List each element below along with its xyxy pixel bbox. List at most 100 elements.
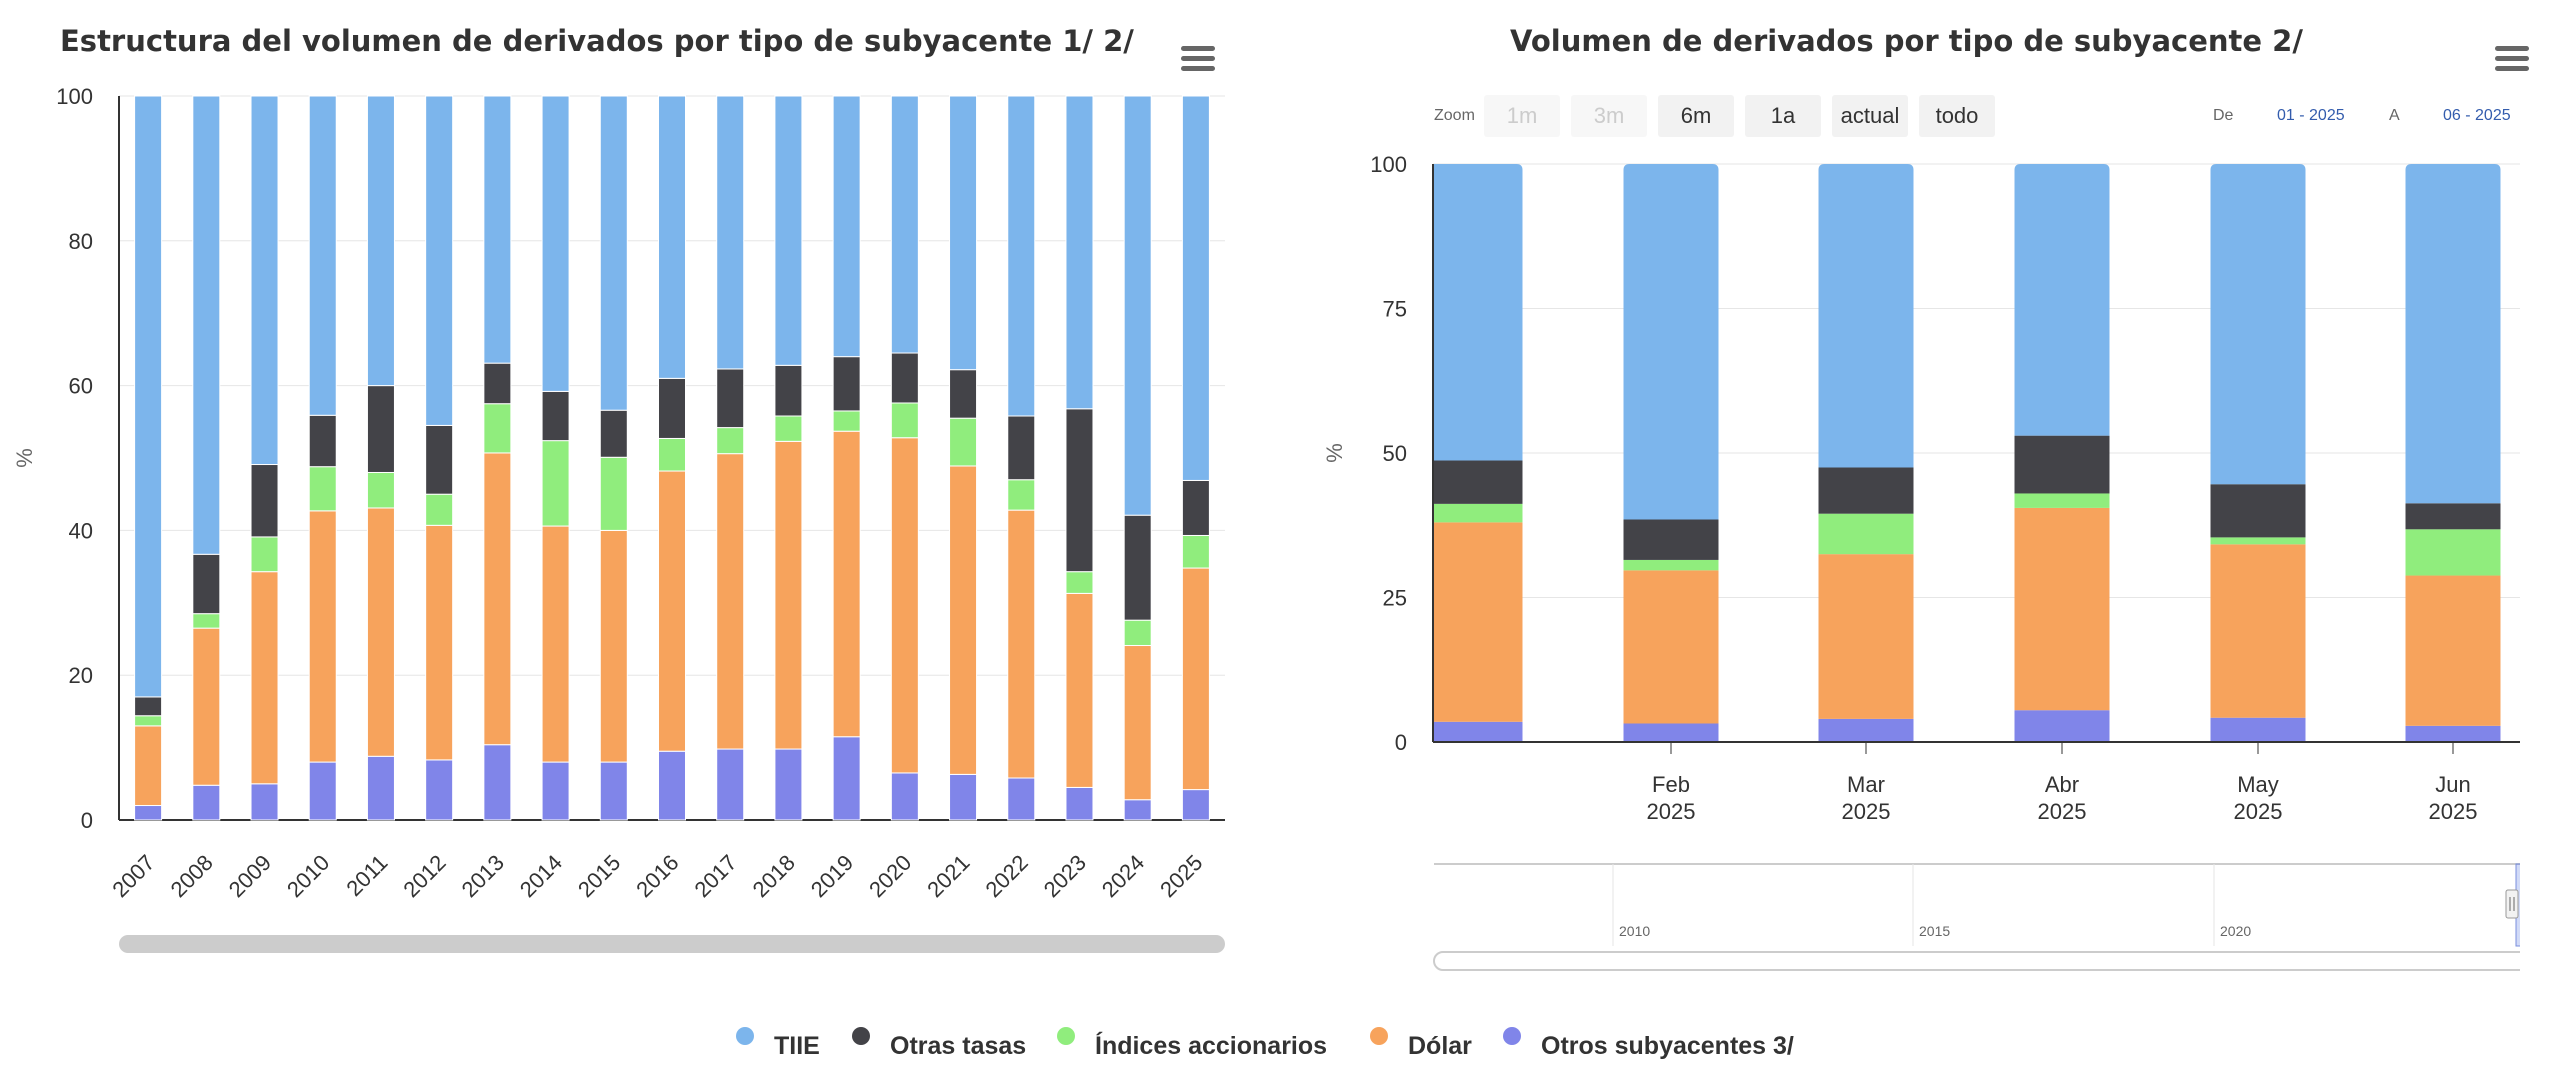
bar-2012-otros-subyacentes-3-[interactable] (425, 759, 454, 821)
bar-2023-tiie[interactable] (1065, 95, 1094, 410)
bar-2018-d-lar[interactable] (774, 440, 803, 750)
bar-2018-tiie[interactable] (774, 95, 803, 366)
bar-2008-otros-subyacentes-3-[interactable] (192, 784, 221, 821)
bar-2016-d-lar[interactable] (658, 470, 686, 752)
bar-2009-d-lar[interactable] (250, 571, 279, 785)
bar-2009-tiie[interactable] (250, 95, 279, 466)
bar-2024--ndices-accionarios[interactable] (1123, 619, 1152, 647)
bar-2018--ndices-accionarios[interactable] (774, 415, 803, 442)
bar-2022-d-lar[interactable] (1007, 509, 1036, 779)
bar-1-d-lar[interactable] (1623, 570, 1719, 724)
bar-2019-otras-tasas[interactable] (832, 356, 861, 412)
bar-2016--ndices-accionarios[interactable] (658, 437, 686, 472)
bar-2022-otras-tasas[interactable] (1007, 415, 1036, 481)
bar-2022--ndices-accionarios[interactable] (1007, 479, 1036, 511)
bar-0-otros-subyacentes-3-[interactable] (1428, 721, 1523, 742)
bar-2014-tiie[interactable] (541, 95, 570, 392)
bar-5-d-lar[interactable] (2405, 575, 2501, 726)
bar-2013-d-lar[interactable] (483, 452, 512, 746)
bar-2021--ndices-accionarios[interactable] (949, 417, 978, 467)
zoom-button-1a[interactable]: 1a (1745, 95, 1821, 137)
bar-2025-tiie[interactable] (1181, 95, 1210, 481)
bar-2011-d-lar[interactable] (366, 507, 395, 757)
bar-3-d-lar[interactable] (2014, 507, 2110, 711)
bar-3--ndices-accionarios[interactable] (2014, 493, 2110, 508)
bar-2017-otros-subyacentes-3-[interactable] (716, 748, 745, 821)
bar-4-otras-tasas[interactable] (2210, 484, 2306, 538)
chart2-menu-icon[interactable] (2495, 46, 2529, 74)
bar-2010-d-lar[interactable] (308, 510, 337, 763)
bar-2015-d-lar[interactable] (599, 529, 628, 763)
bar-2010-tiie[interactable] (308, 95, 337, 416)
bar-2015-tiie[interactable] (599, 95, 628, 411)
bar-2021-otras-tasas[interactable] (949, 369, 978, 419)
bar-2008-d-lar[interactable] (192, 627, 221, 786)
navigator[interactable] (1434, 864, 2520, 946)
bar-2022-tiie[interactable] (1007, 95, 1036, 417)
bar-2--ndices-accionarios[interactable] (1818, 513, 1914, 555)
bar-2009-otras-tasas[interactable] (250, 464, 279, 538)
zoom-button-actual[interactable]: actual (1832, 95, 1908, 137)
bar-5--ndices-accionarios[interactable] (2405, 529, 2501, 576)
bar-3-otras-tasas[interactable] (2014, 435, 2110, 494)
bar-2007-otras-tasas[interactable] (134, 696, 163, 717)
bar-2020-otros-subyacentes-3-[interactable] (890, 772, 919, 821)
bar-2018-otras-tasas[interactable] (774, 364, 803, 417)
bar-2012-tiie[interactable] (425, 95, 454, 426)
bar-4-tiie[interactable] (2210, 164, 2306, 485)
bar-2017-d-lar[interactable] (716, 453, 745, 750)
bar-0-tiie[interactable] (1428, 164, 1523, 461)
bar-2014--ndices-accionarios[interactable] (541, 440, 570, 527)
range-to-input[interactable]: 06 - 2025 (2443, 107, 2511, 124)
bar-2025--ndices-accionarios[interactable] (1181, 534, 1210, 569)
bar-2021-tiie[interactable] (949, 95, 978, 371)
bar-3-tiie[interactable] (2014, 164, 2110, 436)
bar-4-otros-subyacentes-3-[interactable] (2210, 717, 2306, 742)
bar-1-tiie[interactable] (1623, 164, 1719, 520)
bar-0--ndices-accionarios[interactable] (1428, 503, 1523, 523)
bar-2008-tiie[interactable] (192, 95, 221, 555)
bar-2023-otros-subyacentes-3-[interactable] (1065, 786, 1094, 821)
zoom-button-1m[interactable]: 1m (1484, 95, 1560, 137)
bar-2019-d-lar[interactable] (832, 430, 861, 738)
bar-2024-d-lar[interactable] (1123, 645, 1152, 801)
bar-2020-d-lar[interactable] (890, 437, 919, 774)
bar-2016-otras-tasas[interactable] (658, 377, 686, 439)
bar-2-otras-tasas[interactable] (1818, 467, 1914, 514)
bar-2015--ndices-accionarios[interactable] (599, 456, 628, 531)
bar-2008--ndices-accionarios[interactable] (192, 613, 221, 629)
bar-5-tiie[interactable] (2405, 164, 2501, 504)
bar-2007-otros-subyacentes-3-[interactable] (134, 805, 163, 821)
bar-2024-otras-tasas[interactable] (1123, 514, 1152, 621)
bar-2020-otras-tasas[interactable] (890, 352, 919, 404)
bar-2014-d-lar[interactable] (541, 525, 570, 763)
bar-2-d-lar[interactable] (1818, 554, 1914, 719)
bar-2025-otras-tasas[interactable] (1181, 479, 1210, 536)
bar-2025-otros-subyacentes-3-[interactable] (1181, 789, 1210, 821)
bar-2011-otras-tasas[interactable] (366, 385, 395, 473)
bar-2013-otras-tasas[interactable] (483, 362, 512, 405)
bar-2021-d-lar[interactable] (949, 465, 978, 775)
bar-2022-otros-subyacentes-3-[interactable] (1007, 777, 1036, 821)
bar-2012-otras-tasas[interactable] (425, 424, 454, 495)
bar-2011--ndices-accionarios[interactable] (366, 471, 395, 509)
bar-2012-d-lar[interactable] (425, 524, 454, 761)
bar-2024-otros-subyacentes-3-[interactable] (1123, 799, 1152, 821)
bar-2023--ndices-accionarios[interactable] (1065, 571, 1094, 594)
bar-2020-tiie[interactable] (890, 95, 919, 354)
zoom-button-todo[interactable]: todo (1919, 95, 1995, 137)
bar-2020--ndices-accionarios[interactable] (890, 402, 919, 439)
bar-3-otros-subyacentes-3-[interactable] (2014, 710, 2110, 742)
bar-2011-otros-subyacentes-3-[interactable] (366, 755, 395, 821)
chart1-menu-icon[interactable] (1181, 46, 1215, 74)
bar-2009-otros-subyacentes-3-[interactable] (250, 783, 279, 821)
range-from-input[interactable]: 01 - 2025 (2277, 107, 2345, 124)
navigator-scrollbar-track[interactable] (1433, 951, 2520, 971)
bar-2025-d-lar[interactable] (1181, 567, 1210, 791)
bar-0-d-lar[interactable] (1428, 522, 1523, 722)
horizontal-scrollbar[interactable] (119, 935, 1225, 953)
bar-2008-otras-tasas[interactable] (192, 553, 221, 615)
bar-1-otras-tasas[interactable] (1623, 519, 1719, 560)
bar-2016-otros-subyacentes-3-[interactable] (658, 750, 686, 821)
bar-2009--ndices-accionarios[interactable] (250, 536, 279, 573)
